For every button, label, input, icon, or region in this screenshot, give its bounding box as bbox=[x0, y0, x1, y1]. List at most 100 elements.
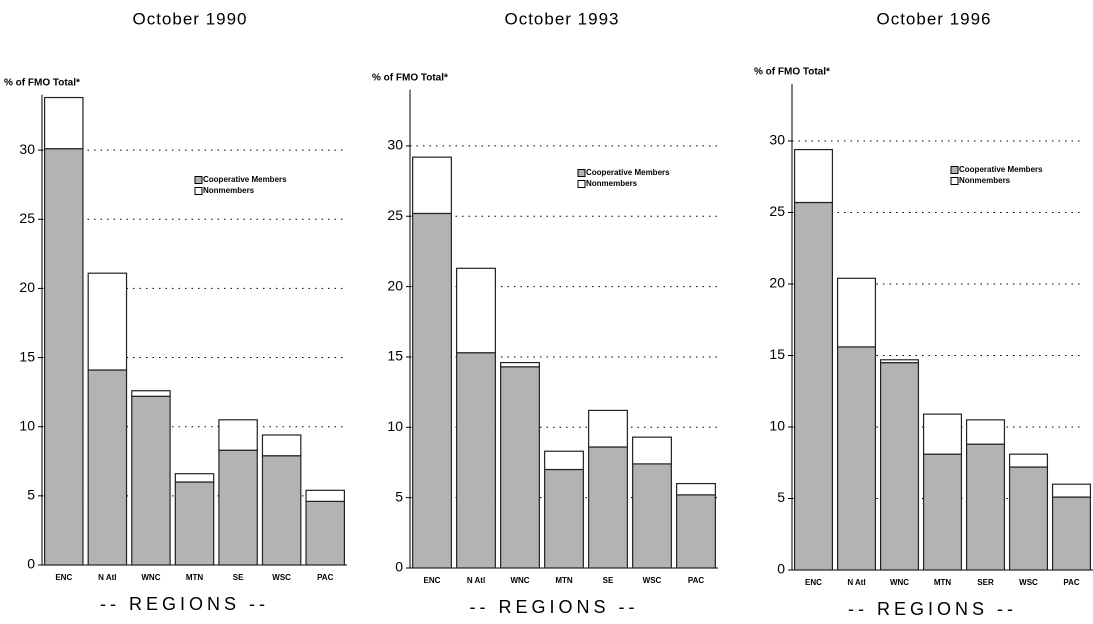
y-tick-label: 0 bbox=[395, 559, 403, 575]
x-tick-label: WSC bbox=[272, 573, 291, 582]
bar-segment bbox=[676, 494, 716, 569]
bar-segment bbox=[500, 361, 540, 368]
bar-segment bbox=[44, 148, 84, 566]
legend-swatch bbox=[950, 177, 959, 185]
y-axis-label: % of FMO Total* bbox=[372, 72, 448, 83]
bar-segment bbox=[1051, 483, 1092, 498]
bar-segment bbox=[879, 362, 920, 571]
x-tick-label: ENC bbox=[424, 576, 441, 585]
legend-swatch bbox=[950, 166, 959, 174]
x-tick-label: ENC bbox=[55, 573, 72, 582]
chart-title: October 1996 bbox=[876, 9, 991, 28]
legend-swatch bbox=[577, 169, 586, 177]
legend-label: Cooperative Members bbox=[203, 175, 287, 184]
x-tick-label: N Atl bbox=[467, 576, 485, 585]
bar-segment bbox=[305, 489, 345, 502]
chart-title: October 1993 bbox=[504, 9, 619, 28]
x-tick-label: ENC bbox=[805, 578, 822, 587]
y-tick-label: 10 bbox=[769, 418, 785, 434]
x-tick-label: PAC bbox=[688, 576, 705, 585]
y-tick-label: 0 bbox=[777, 561, 785, 577]
legend-swatch bbox=[577, 180, 586, 188]
bar-segment bbox=[87, 369, 128, 566]
bar-segment bbox=[965, 443, 1006, 571]
bar-segment bbox=[500, 366, 540, 569]
chart-title: October 1990 bbox=[132, 9, 247, 28]
bar-segment bbox=[218, 449, 258, 566]
bar-segment bbox=[87, 272, 128, 371]
x-tick-label: WNC bbox=[510, 576, 529, 585]
x-axis-label: -- REGIONS -- bbox=[848, 599, 1017, 619]
y-tick-label: 0 bbox=[27, 556, 35, 572]
y-tick-label: 15 bbox=[769, 346, 785, 362]
legend-swatch bbox=[194, 176, 203, 184]
bar-segment bbox=[261, 434, 302, 457]
bar-segment bbox=[879, 359, 920, 364]
bar-segment bbox=[261, 455, 302, 566]
bar-segment bbox=[632, 436, 672, 465]
y-tick-label: 5 bbox=[27, 487, 35, 503]
legend-swatch bbox=[194, 187, 203, 195]
x-tick-label: N Atl bbox=[847, 578, 865, 587]
bar-segment bbox=[174, 473, 215, 483]
x-tick-label: WNC bbox=[890, 578, 909, 587]
x-tick-label: MTN bbox=[934, 578, 952, 587]
bar-segment bbox=[1008, 466, 1049, 571]
bar-segment bbox=[922, 413, 963, 455]
y-tick-label: 10 bbox=[19, 417, 35, 433]
x-axis-label: -- REGIONS -- bbox=[470, 597, 639, 617]
legend-label: Cooperative Members bbox=[586, 168, 670, 177]
legend-label: Nonmembers bbox=[586, 179, 638, 188]
x-tick-label: WSC bbox=[1019, 578, 1038, 587]
bar-segment bbox=[456, 267, 496, 354]
bar-segment bbox=[588, 409, 628, 448]
bar-segment bbox=[456, 352, 496, 569]
y-tick-label: 5 bbox=[777, 489, 785, 505]
y-tick-label: 20 bbox=[769, 275, 785, 291]
x-tick-label: WSC bbox=[643, 576, 662, 585]
bar-segment bbox=[965, 419, 1006, 445]
y-axis-label: % of FMO Total* bbox=[4, 77, 80, 88]
bar-segment bbox=[1008, 453, 1049, 468]
bar-segment bbox=[131, 395, 171, 566]
bar-segment bbox=[412, 212, 452, 569]
x-tick-label: MTN bbox=[555, 576, 573, 585]
y-tick-label: 25 bbox=[19, 210, 35, 226]
x-tick-label: MTN bbox=[186, 573, 204, 582]
bar-segment bbox=[412, 156, 452, 215]
bar-segment bbox=[174, 481, 215, 566]
bar-segment bbox=[544, 450, 584, 471]
y-tick-label: 30 bbox=[387, 137, 403, 153]
y-tick-label: 30 bbox=[19, 141, 35, 157]
x-axis-label: -- REGIONS -- bbox=[100, 594, 269, 614]
y-tick-label: 30 bbox=[769, 132, 785, 148]
bar-segment bbox=[1051, 496, 1092, 571]
x-tick-label: N Atl bbox=[98, 573, 116, 582]
legend-label: Nonmembers bbox=[203, 186, 255, 195]
bar-segment bbox=[836, 277, 877, 348]
y-tick-label: 20 bbox=[387, 277, 403, 293]
y-tick-label: 25 bbox=[387, 207, 403, 223]
bar-segment bbox=[676, 482, 716, 496]
x-tick-label: WNC bbox=[141, 573, 160, 582]
x-tick-label: PAC bbox=[1063, 578, 1080, 587]
y-tick-label: 5 bbox=[395, 488, 403, 504]
bar-segment bbox=[218, 419, 258, 451]
bar-segment bbox=[793, 201, 834, 571]
bar-segment bbox=[793, 148, 834, 204]
bar-segment bbox=[305, 500, 345, 566]
bar-segment bbox=[44, 96, 84, 150]
y-axis-label: % of FMO Total* bbox=[754, 66, 830, 77]
bar-segment bbox=[632, 463, 672, 569]
bar-segment bbox=[588, 446, 628, 569]
bar-segment bbox=[544, 468, 584, 569]
y-tick-label: 25 bbox=[769, 203, 785, 219]
bar-segment bbox=[922, 453, 963, 571]
y-tick-label: 20 bbox=[19, 279, 35, 295]
x-tick-label: PAC bbox=[317, 573, 334, 582]
bar-segment bbox=[131, 390, 171, 397]
bar-segment bbox=[836, 346, 877, 571]
y-tick-label: 15 bbox=[19, 348, 35, 364]
legend-label: Cooperative Members bbox=[959, 165, 1043, 174]
